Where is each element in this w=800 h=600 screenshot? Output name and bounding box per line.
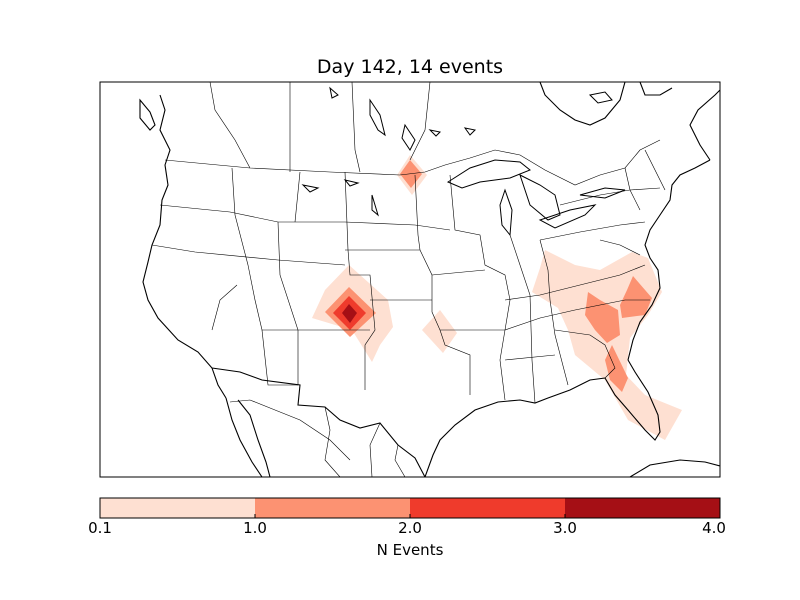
state-borders xyxy=(151,82,666,477)
great-lakes xyxy=(301,86,626,237)
contour-level-2 xyxy=(400,160,422,188)
map-title: Day 142, 14 events xyxy=(316,56,504,78)
colorbar-bin-1 xyxy=(100,498,255,518)
contour-level-1 xyxy=(422,310,457,353)
coastlines xyxy=(139,82,720,477)
colorbar-bin-3 xyxy=(410,498,565,518)
colorbar-bin-2 xyxy=(255,498,410,518)
colorbar-tick-label: 4.0 xyxy=(702,519,726,537)
map-frame xyxy=(99,81,721,478)
contour-level-4 xyxy=(342,304,357,323)
colorbar-tick-label: 1.0 xyxy=(243,519,267,537)
event-contours xyxy=(312,155,682,440)
colorbar-tick-label: 2.0 xyxy=(398,519,422,537)
colorbar-bin-4 xyxy=(565,498,720,518)
colorbar xyxy=(99,497,721,519)
colorbar-tick-label: 3.0 xyxy=(553,519,577,537)
contour-level-2 xyxy=(620,276,652,318)
contour-level-2 xyxy=(605,345,628,392)
colorbar-label: N Events xyxy=(376,541,444,559)
colorbar-tick-label: 0.1 xyxy=(88,519,112,537)
contour-level-2 xyxy=(585,292,620,343)
